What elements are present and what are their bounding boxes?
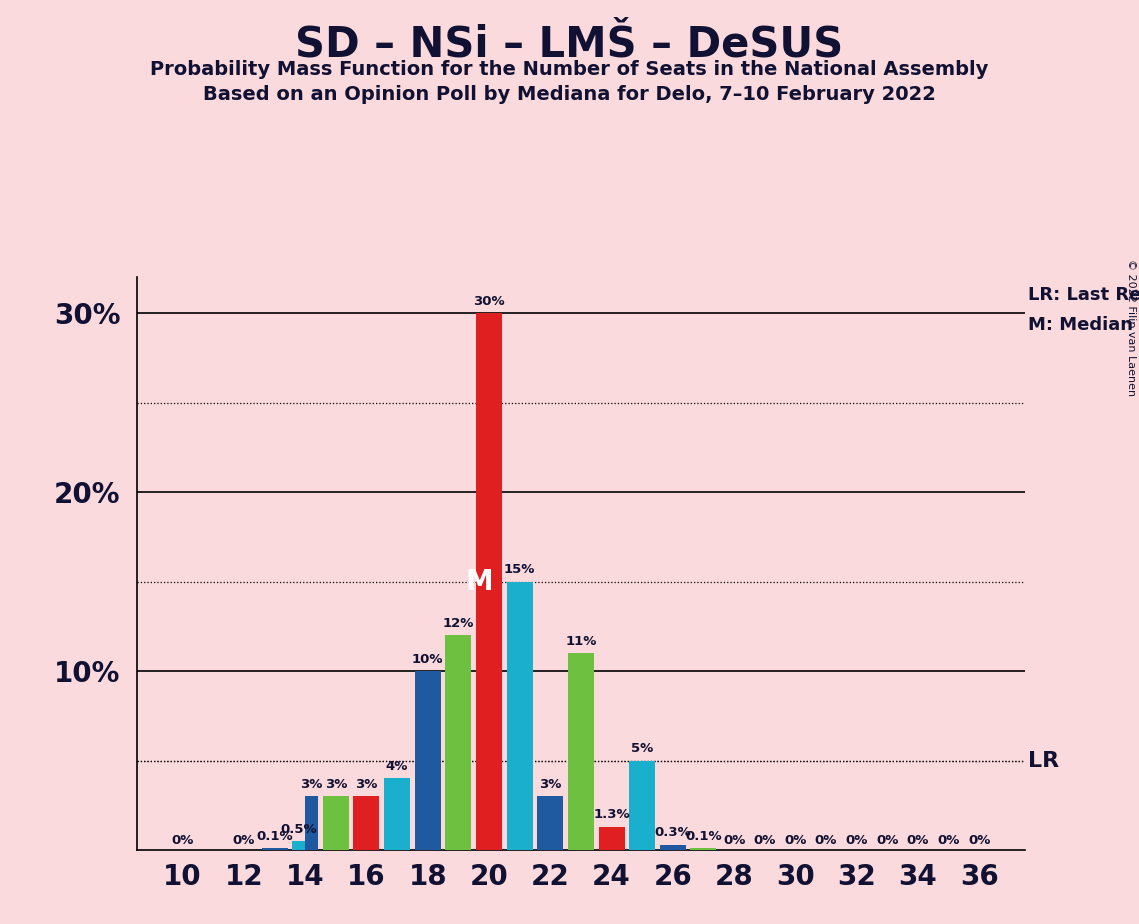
Text: 3%: 3% (325, 778, 347, 791)
Text: © 2022 Filip van Laenen: © 2022 Filip van Laenen (1126, 259, 1136, 395)
Text: 0%: 0% (814, 834, 837, 847)
Text: 0.1%: 0.1% (256, 830, 293, 843)
Bar (305, 796, 318, 850)
Text: 3%: 3% (301, 778, 322, 791)
Bar (629, 760, 655, 850)
Bar (538, 796, 564, 850)
Bar (507, 581, 533, 850)
Text: 0%: 0% (723, 834, 745, 847)
Bar (415, 671, 441, 850)
Text: 0.5%: 0.5% (280, 822, 317, 835)
Text: 0%: 0% (784, 834, 806, 847)
Bar (659, 845, 686, 850)
Text: 0.3%: 0.3% (655, 826, 691, 839)
Text: 0%: 0% (232, 834, 255, 847)
Text: 11%: 11% (565, 635, 597, 648)
Bar (568, 653, 593, 850)
Text: Based on an Opinion Poll by Mediana for Delo, 7–10 February 2022: Based on an Opinion Poll by Mediana for … (203, 85, 936, 104)
Bar (353, 796, 379, 850)
Text: 5%: 5% (631, 742, 654, 755)
Text: Probability Mass Function for the Number of Seats in the National Assembly: Probability Mass Function for the Number… (150, 60, 989, 79)
Text: 12%: 12% (443, 617, 474, 630)
Bar (262, 848, 287, 850)
Text: 0%: 0% (754, 834, 776, 847)
Text: 15%: 15% (503, 563, 535, 577)
Text: LR: Last Result: LR: Last Result (1029, 286, 1139, 304)
Bar (322, 796, 349, 850)
Bar (690, 848, 716, 850)
Text: 3%: 3% (355, 778, 378, 791)
Text: 0%: 0% (876, 834, 899, 847)
Bar (445, 636, 472, 850)
Text: 0.1%: 0.1% (686, 830, 722, 843)
Bar (476, 313, 502, 850)
Bar (292, 841, 305, 850)
Bar (598, 827, 624, 850)
Text: SD – NSi – LMŠ – DeSUS: SD – NSi – LMŠ – DeSUS (295, 23, 844, 65)
Text: 0%: 0% (937, 834, 960, 847)
Text: 0%: 0% (845, 834, 868, 847)
Text: 30%: 30% (473, 295, 505, 308)
Text: M: M (466, 567, 493, 596)
Text: 0%: 0% (907, 834, 929, 847)
Text: 0%: 0% (968, 834, 990, 847)
Text: LR: LR (1029, 750, 1059, 771)
Text: 1.3%: 1.3% (593, 808, 630, 821)
Text: M: Median: M: Median (1029, 317, 1133, 334)
Bar (384, 778, 410, 850)
Text: 10%: 10% (412, 652, 443, 665)
Text: 3%: 3% (539, 778, 562, 791)
Text: 4%: 4% (386, 760, 408, 773)
Text: 0%: 0% (172, 834, 194, 847)
